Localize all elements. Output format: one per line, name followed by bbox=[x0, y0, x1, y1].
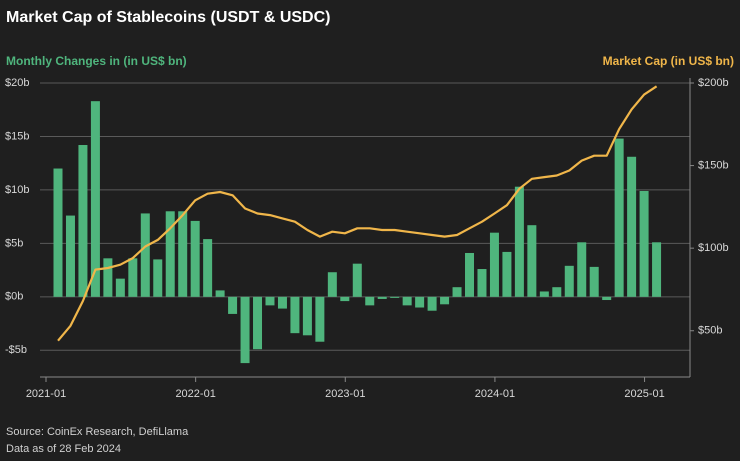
bar bbox=[352, 263, 362, 297]
y-tick-label: $10b bbox=[5, 184, 29, 196]
bar bbox=[153, 259, 163, 297]
bar bbox=[614, 138, 624, 297]
bar bbox=[527, 225, 537, 297]
y-tick-label: $5b bbox=[5, 237, 23, 249]
bar bbox=[552, 287, 562, 297]
bar bbox=[190, 220, 200, 297]
y2-axis-title: Market Cap (in US$ bn) bbox=[603, 54, 734, 68]
bar bbox=[53, 168, 63, 297]
bar bbox=[465, 252, 475, 297]
x-tick-label: 2024-01 bbox=[475, 388, 515, 400]
bar bbox=[340, 296, 350, 302]
bar bbox=[128, 258, 138, 297]
bar bbox=[315, 296, 325, 342]
bar bbox=[228, 296, 238, 314]
bar bbox=[627, 156, 637, 297]
bar bbox=[477, 269, 487, 297]
y2-tick-label: $200b bbox=[698, 77, 729, 89]
bar bbox=[577, 242, 587, 297]
bar bbox=[178, 211, 188, 297]
bar bbox=[427, 296, 437, 311]
bar bbox=[253, 296, 263, 350]
y-tick-label: $0b bbox=[5, 291, 23, 303]
bar bbox=[564, 265, 574, 297]
market-cap-line bbox=[57, 85, 658, 342]
bar bbox=[327, 272, 337, 297]
y2-tick-label: $100b bbox=[698, 242, 729, 254]
bar bbox=[377, 296, 387, 299]
bar bbox=[415, 296, 425, 308]
bar bbox=[589, 266, 599, 297]
bar bbox=[652, 242, 662, 297]
bar bbox=[103, 258, 113, 297]
bar bbox=[265, 296, 275, 306]
date-note: Data as of 28 Feb 2024 bbox=[6, 443, 121, 455]
bar bbox=[502, 251, 512, 297]
chart-title: Market Cap of Stablecoins (USDT & USDC) bbox=[6, 9, 330, 26]
y-tick-label: -$5b bbox=[5, 344, 27, 356]
x-tick-label: 2023-01 bbox=[325, 388, 365, 400]
y-tick-label: $15b bbox=[5, 130, 29, 142]
bar bbox=[65, 215, 75, 297]
bar bbox=[602, 296, 612, 301]
source-note: Source: CoinEx Research, DefiLlama bbox=[6, 426, 189, 438]
bar bbox=[240, 296, 250, 364]
bar bbox=[365, 296, 375, 306]
x-tick-label: 2022-01 bbox=[175, 388, 215, 400]
bar bbox=[514, 186, 524, 297]
x-tick-label: 2021-01 bbox=[26, 388, 66, 400]
bar bbox=[290, 296, 300, 334]
y2-tick-label: $50b bbox=[698, 325, 722, 337]
bar bbox=[440, 296, 450, 305]
bar bbox=[452, 287, 462, 297]
bar bbox=[115, 278, 125, 297]
bar bbox=[277, 296, 287, 309]
bar bbox=[90, 101, 100, 297]
bar bbox=[165, 211, 175, 297]
y-axis-title: Monthly Changes in (in US$ bn) bbox=[6, 54, 187, 68]
bar bbox=[302, 296, 312, 336]
bar bbox=[215, 290, 225, 297]
bar bbox=[402, 296, 412, 306]
y2-tick-label: $150b bbox=[698, 159, 729, 171]
bar bbox=[140, 213, 150, 297]
y-tick-label: $20b bbox=[5, 77, 29, 89]
bar bbox=[539, 291, 549, 297]
x-tick-label: 2025-01 bbox=[624, 388, 664, 400]
bar bbox=[203, 239, 213, 297]
bar bbox=[489, 232, 499, 297]
bar bbox=[639, 190, 649, 297]
bar bbox=[390, 296, 400, 298]
bar bbox=[78, 145, 88, 297]
